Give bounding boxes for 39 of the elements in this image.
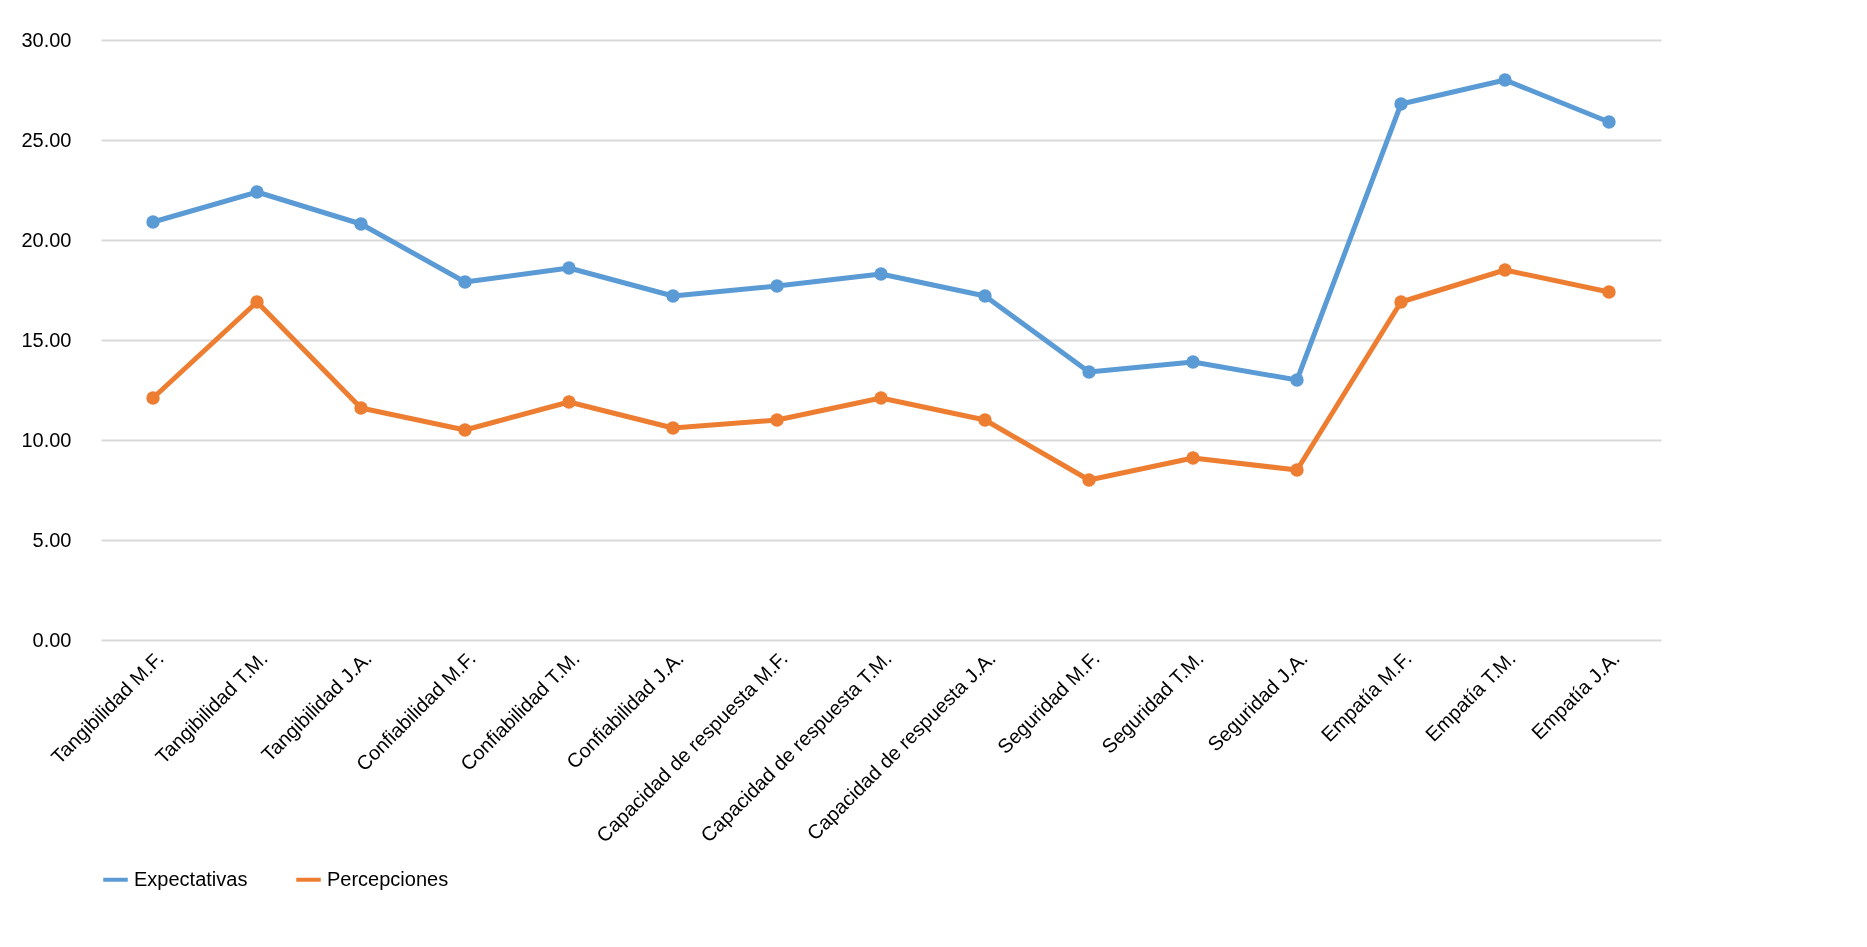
point [874,267,888,281]
y-tick-label: 30.00 [21,28,72,51]
point [562,261,576,275]
point [770,413,784,427]
point [146,215,160,229]
y-tick-label: 15.00 [21,328,72,351]
point [874,391,888,405]
y-tick-label: 10.00 [21,428,72,451]
point [1498,73,1512,87]
point [562,395,576,409]
y-tick-label: 0.00 [32,628,72,651]
point [250,295,264,309]
point [458,275,472,289]
legend-label: Expectativas [134,867,248,890]
y-tick-label: 5.00 [32,528,72,551]
point [1498,263,1512,277]
point [1602,115,1616,129]
point [666,421,680,435]
point [1394,97,1408,111]
point [1602,285,1616,299]
point [666,289,680,303]
point [146,391,160,405]
point [1290,463,1304,477]
y-tick-label: 25.00 [21,128,72,151]
point [770,279,784,293]
point [1186,355,1200,369]
point [1082,473,1096,487]
legend-label: Percepciones [327,867,449,890]
point [1082,365,1096,379]
point [250,185,264,199]
point [1186,451,1200,465]
point [458,423,472,437]
point [354,217,368,231]
point [1394,295,1408,309]
point [978,413,992,427]
point [354,401,368,415]
point [978,289,992,303]
y-tick-label: 20.00 [21,228,72,251]
point [1290,373,1304,387]
